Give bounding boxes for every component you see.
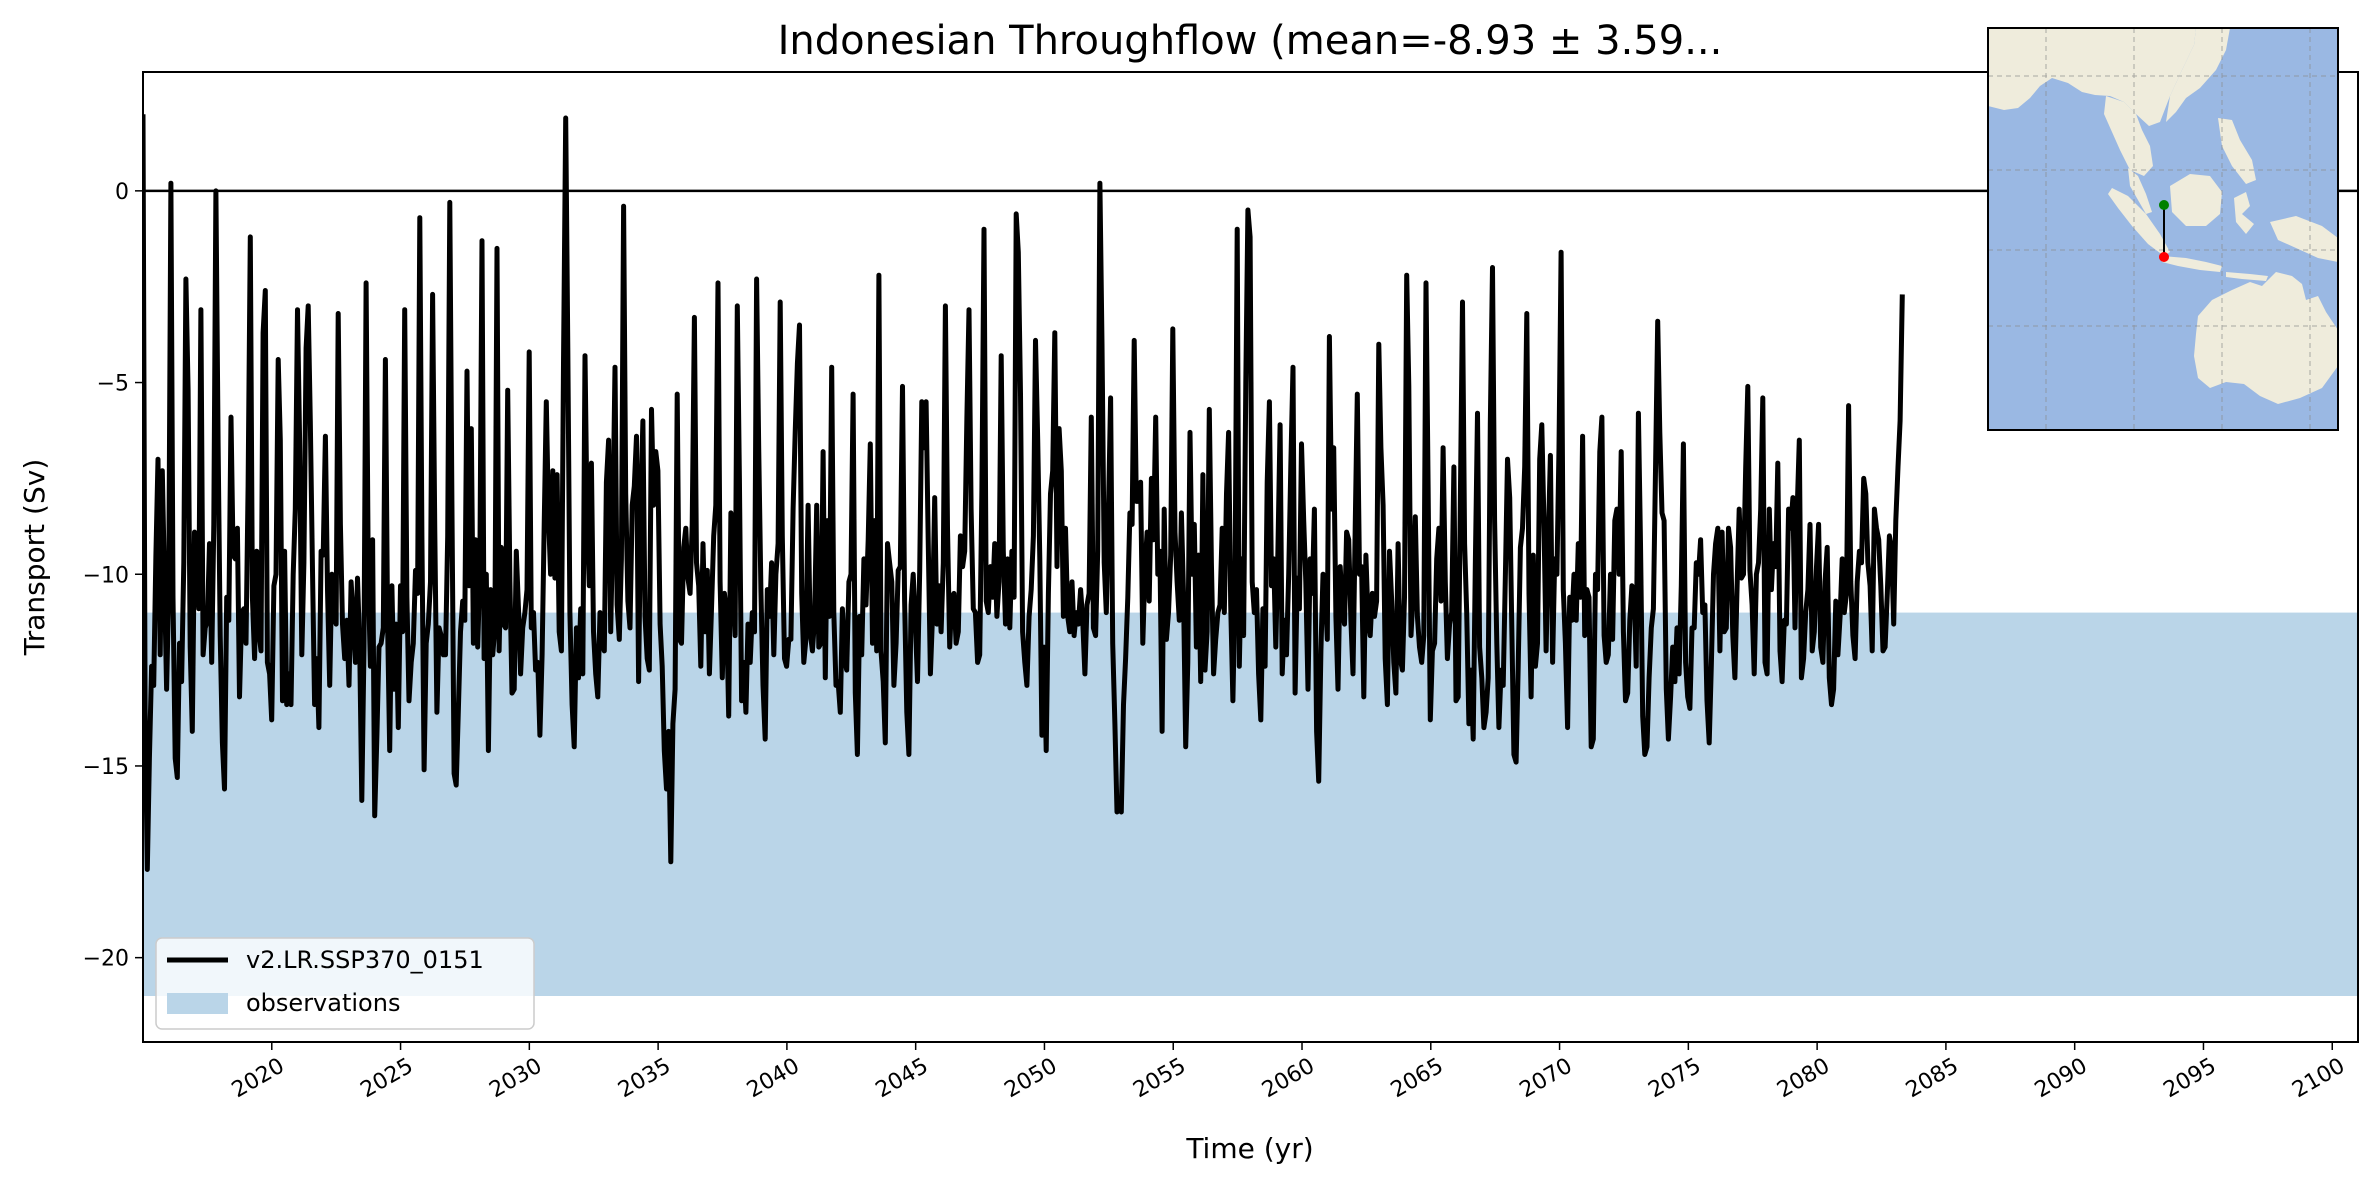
- x-tick-label: 2040: [743, 1054, 804, 1104]
- map-gridlines: [1988, 28, 2338, 430]
- plot-frame: [142, 71, 2359, 1043]
- lesser-sunda: [2226, 272, 2268, 281]
- x-tick-label: 2065: [1387, 1054, 1448, 1104]
- legend: v2.LR.SSP370_0151 observations: [155, 937, 535, 1030]
- legend-label-observations: observations: [246, 989, 400, 1017]
- x-tick-label: 2060: [1258, 1054, 1319, 1104]
- map-transect-end-marker: [2159, 252, 2169, 262]
- legend-label-series: v2.LR.SSP370_0151: [246, 946, 484, 974]
- legend-patch-swatch: [167, 993, 228, 1014]
- x-tick-label: 2050: [1000, 1054, 1061, 1104]
- x-tick-label: 2075: [1644, 1054, 1705, 1104]
- x-tick-label: 2070: [1516, 1054, 1577, 1104]
- y-tick-label: −5: [97, 372, 129, 397]
- sumatra: [2108, 188, 2170, 256]
- philippines: [2218, 118, 2256, 184]
- x-tick-label: 2090: [2031, 1054, 2092, 1104]
- x-axis-label: Time (yr): [1185, 1132, 1313, 1165]
- mainland-southeast-asia: [2104, 96, 2153, 176]
- y-tick-label: −20: [83, 947, 129, 972]
- x-tick-label: 2030: [485, 1054, 546, 1104]
- map-transect-start-marker: [2159, 200, 2169, 210]
- transport-series-line: [143, 114, 1905, 872]
- y-tick-label: −10: [83, 563, 129, 588]
- java: [2162, 256, 2222, 272]
- x-tick-label: 2045: [872, 1054, 933, 1104]
- malay-peninsula: [2128, 168, 2152, 214]
- sulawesi: [2234, 192, 2254, 234]
- legend-box: [155, 937, 535, 1030]
- y-tick-label: −15: [83, 755, 129, 780]
- inset-map-frame: [1987, 27, 2339, 431]
- australia: [2194, 272, 2338, 404]
- map-land: [1988, 28, 2338, 404]
- chart-title: Indonesian Throughflow (mean=-8.93 ± 3.5…: [778, 18, 1723, 64]
- x-tick-label: 2100: [2288, 1054, 2349, 1104]
- y-axis-ticks: 0 −5 −10 −15 −20: [83, 180, 143, 972]
- x-tick-label: 2055: [1129, 1054, 1190, 1104]
- x-tick-label: 2020: [228, 1054, 289, 1104]
- y-axis-label: Transport (Sv): [18, 459, 51, 656]
- x-tick-label: 2035: [614, 1054, 675, 1104]
- china-coast: [2166, 28, 2230, 122]
- x-tick-label: 2025: [357, 1054, 418, 1104]
- x-tick-label: 2085: [1902, 1054, 1963, 1104]
- y-tick-label: 0: [115, 180, 129, 205]
- x-tick-label: 2080: [1773, 1054, 1834, 1104]
- inset-map: [1987, 27, 2339, 431]
- asia-landmass: [1988, 28, 2196, 126]
- x-tick-label: 2095: [2159, 1054, 2220, 1104]
- x-axis-ticks: 2020 2025 2030 2035 2040 2045 2050 2055 2060 2065…: [228, 1042, 2349, 1103]
- borneo: [2170, 174, 2222, 226]
